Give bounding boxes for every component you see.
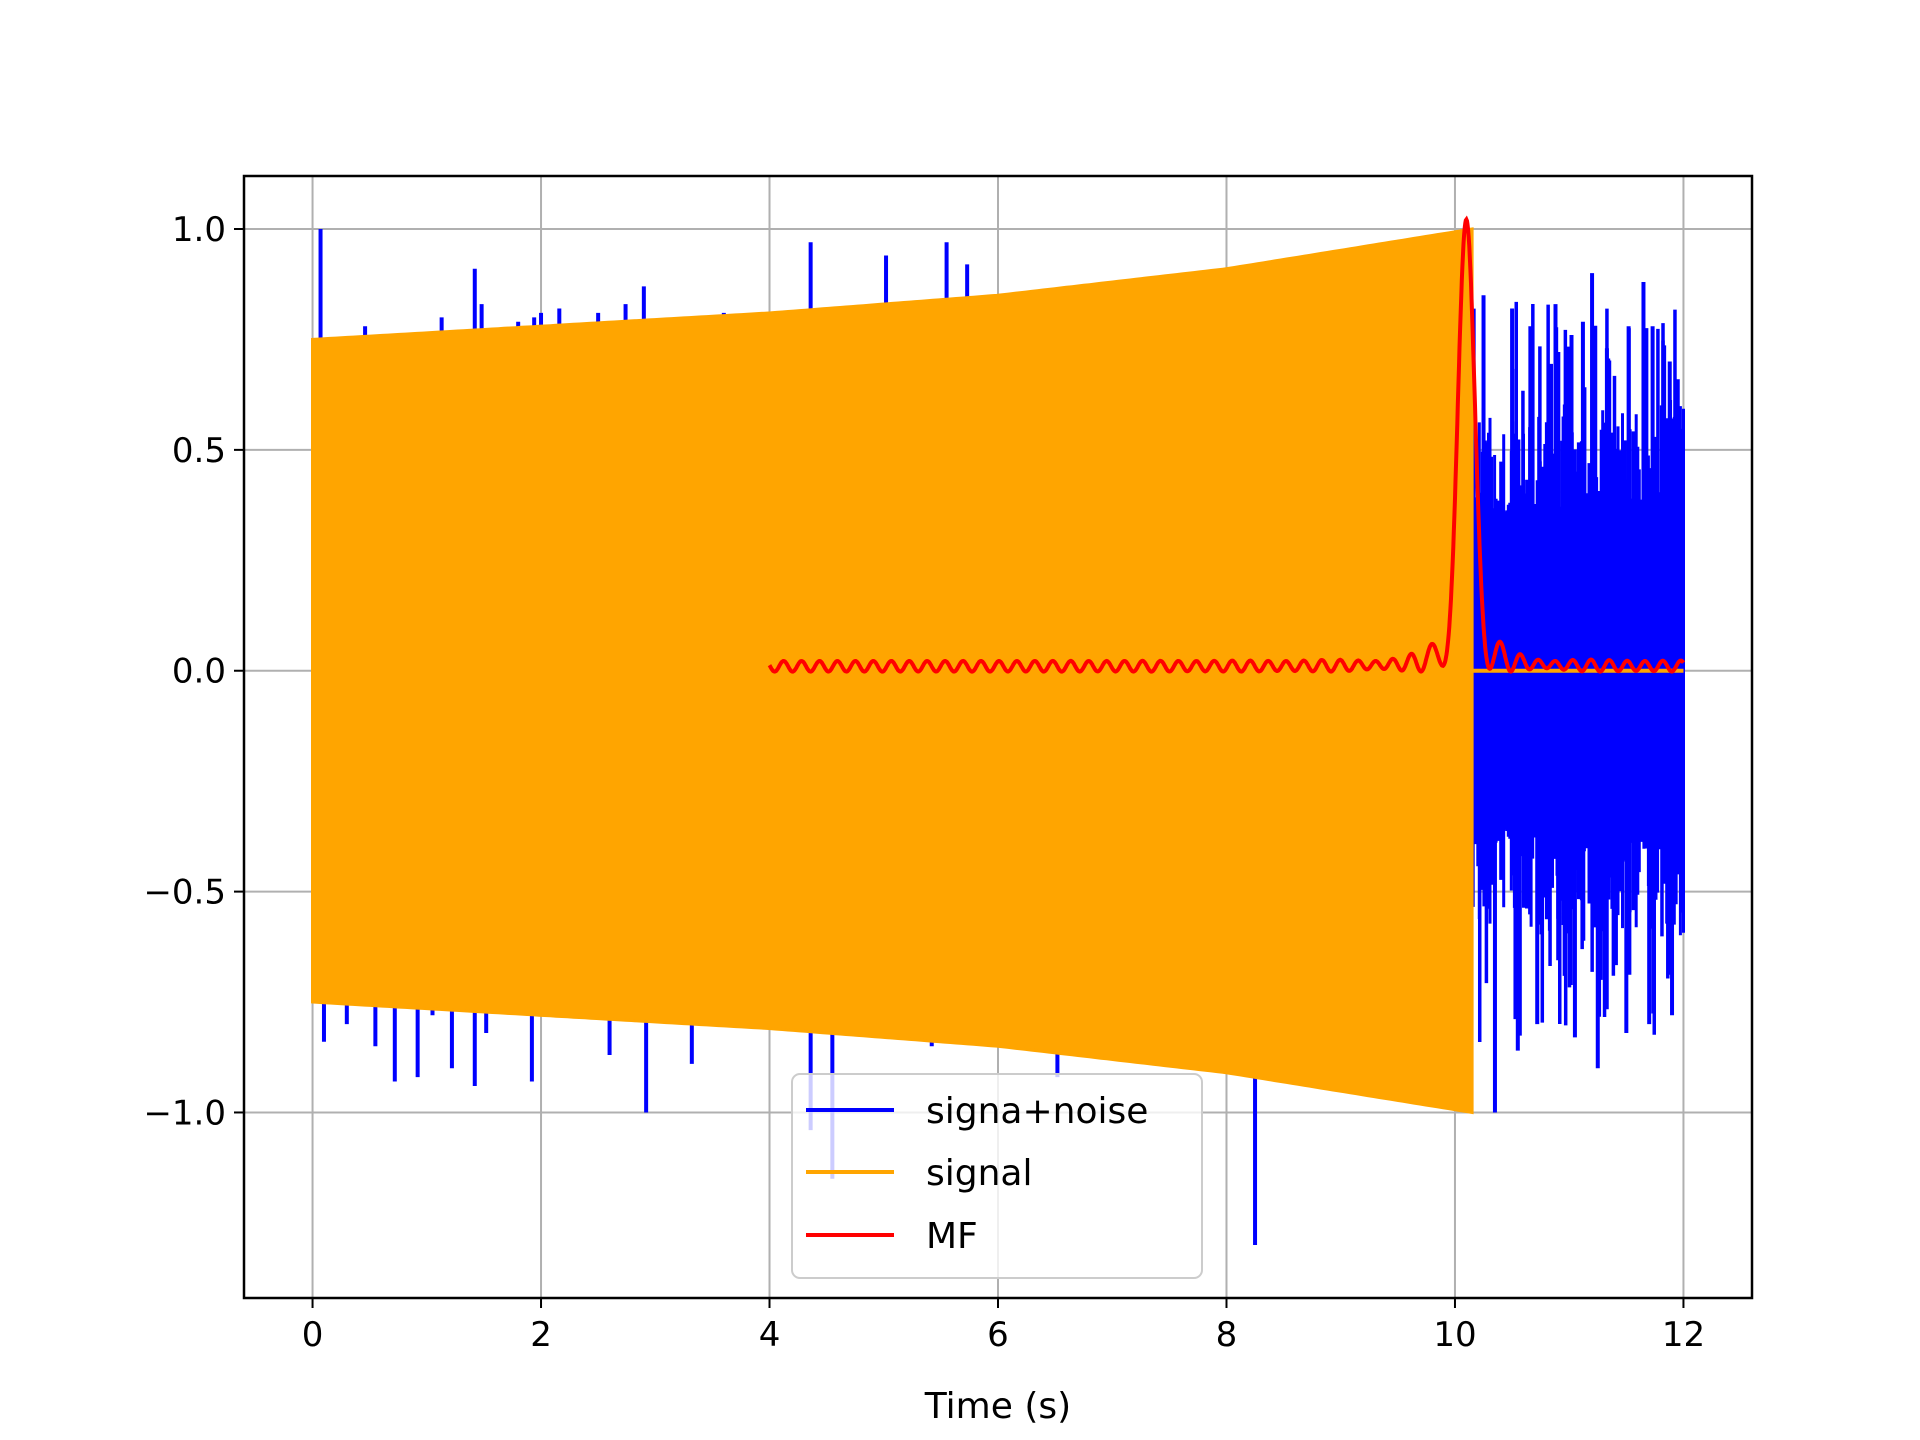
- y-tick-label: 0.5: [172, 431, 226, 471]
- legend-label-mf: MF: [926, 1216, 978, 1257]
- series-mf-line: [767, 215, 1686, 674]
- y-tick-label: −0.5: [143, 873, 226, 913]
- legend-label-signa-noise: signa+noise: [926, 1091, 1148, 1132]
- legend: signa+noise signal MF: [791, 1073, 1203, 1279]
- legend-label-signal: signal: [926, 1153, 1033, 1194]
- series-signal-body: [311, 227, 1474, 1115]
- y-tick-label: 1.0: [172, 210, 226, 250]
- legend-box: [791, 1073, 1203, 1279]
- y-axis-ticks: 1.0 0.5 0.0 −0.5 −1.0: [143, 210, 244, 1133]
- plot-layer: [311, 215, 1686, 1245]
- x-tick-label: 2: [530, 1315, 552, 1355]
- x-tick-label: 10: [1433, 1315, 1476, 1355]
- y-tick-label: 0.0: [172, 652, 226, 692]
- x-tick-label: 0: [302, 1315, 324, 1355]
- x-axis-ticks: 0 2 4 6 8 10 12: [302, 1298, 1705, 1355]
- x-tick-label: 8: [1216, 1315, 1238, 1355]
- x-tick-label: 12: [1662, 1315, 1705, 1355]
- x-axis-label: Time (s): [924, 1386, 1071, 1427]
- x-tick-label: 6: [987, 1315, 1009, 1355]
- y-tick-label: −1.0: [143, 1093, 226, 1133]
- x-tick-label: 4: [759, 1315, 781, 1355]
